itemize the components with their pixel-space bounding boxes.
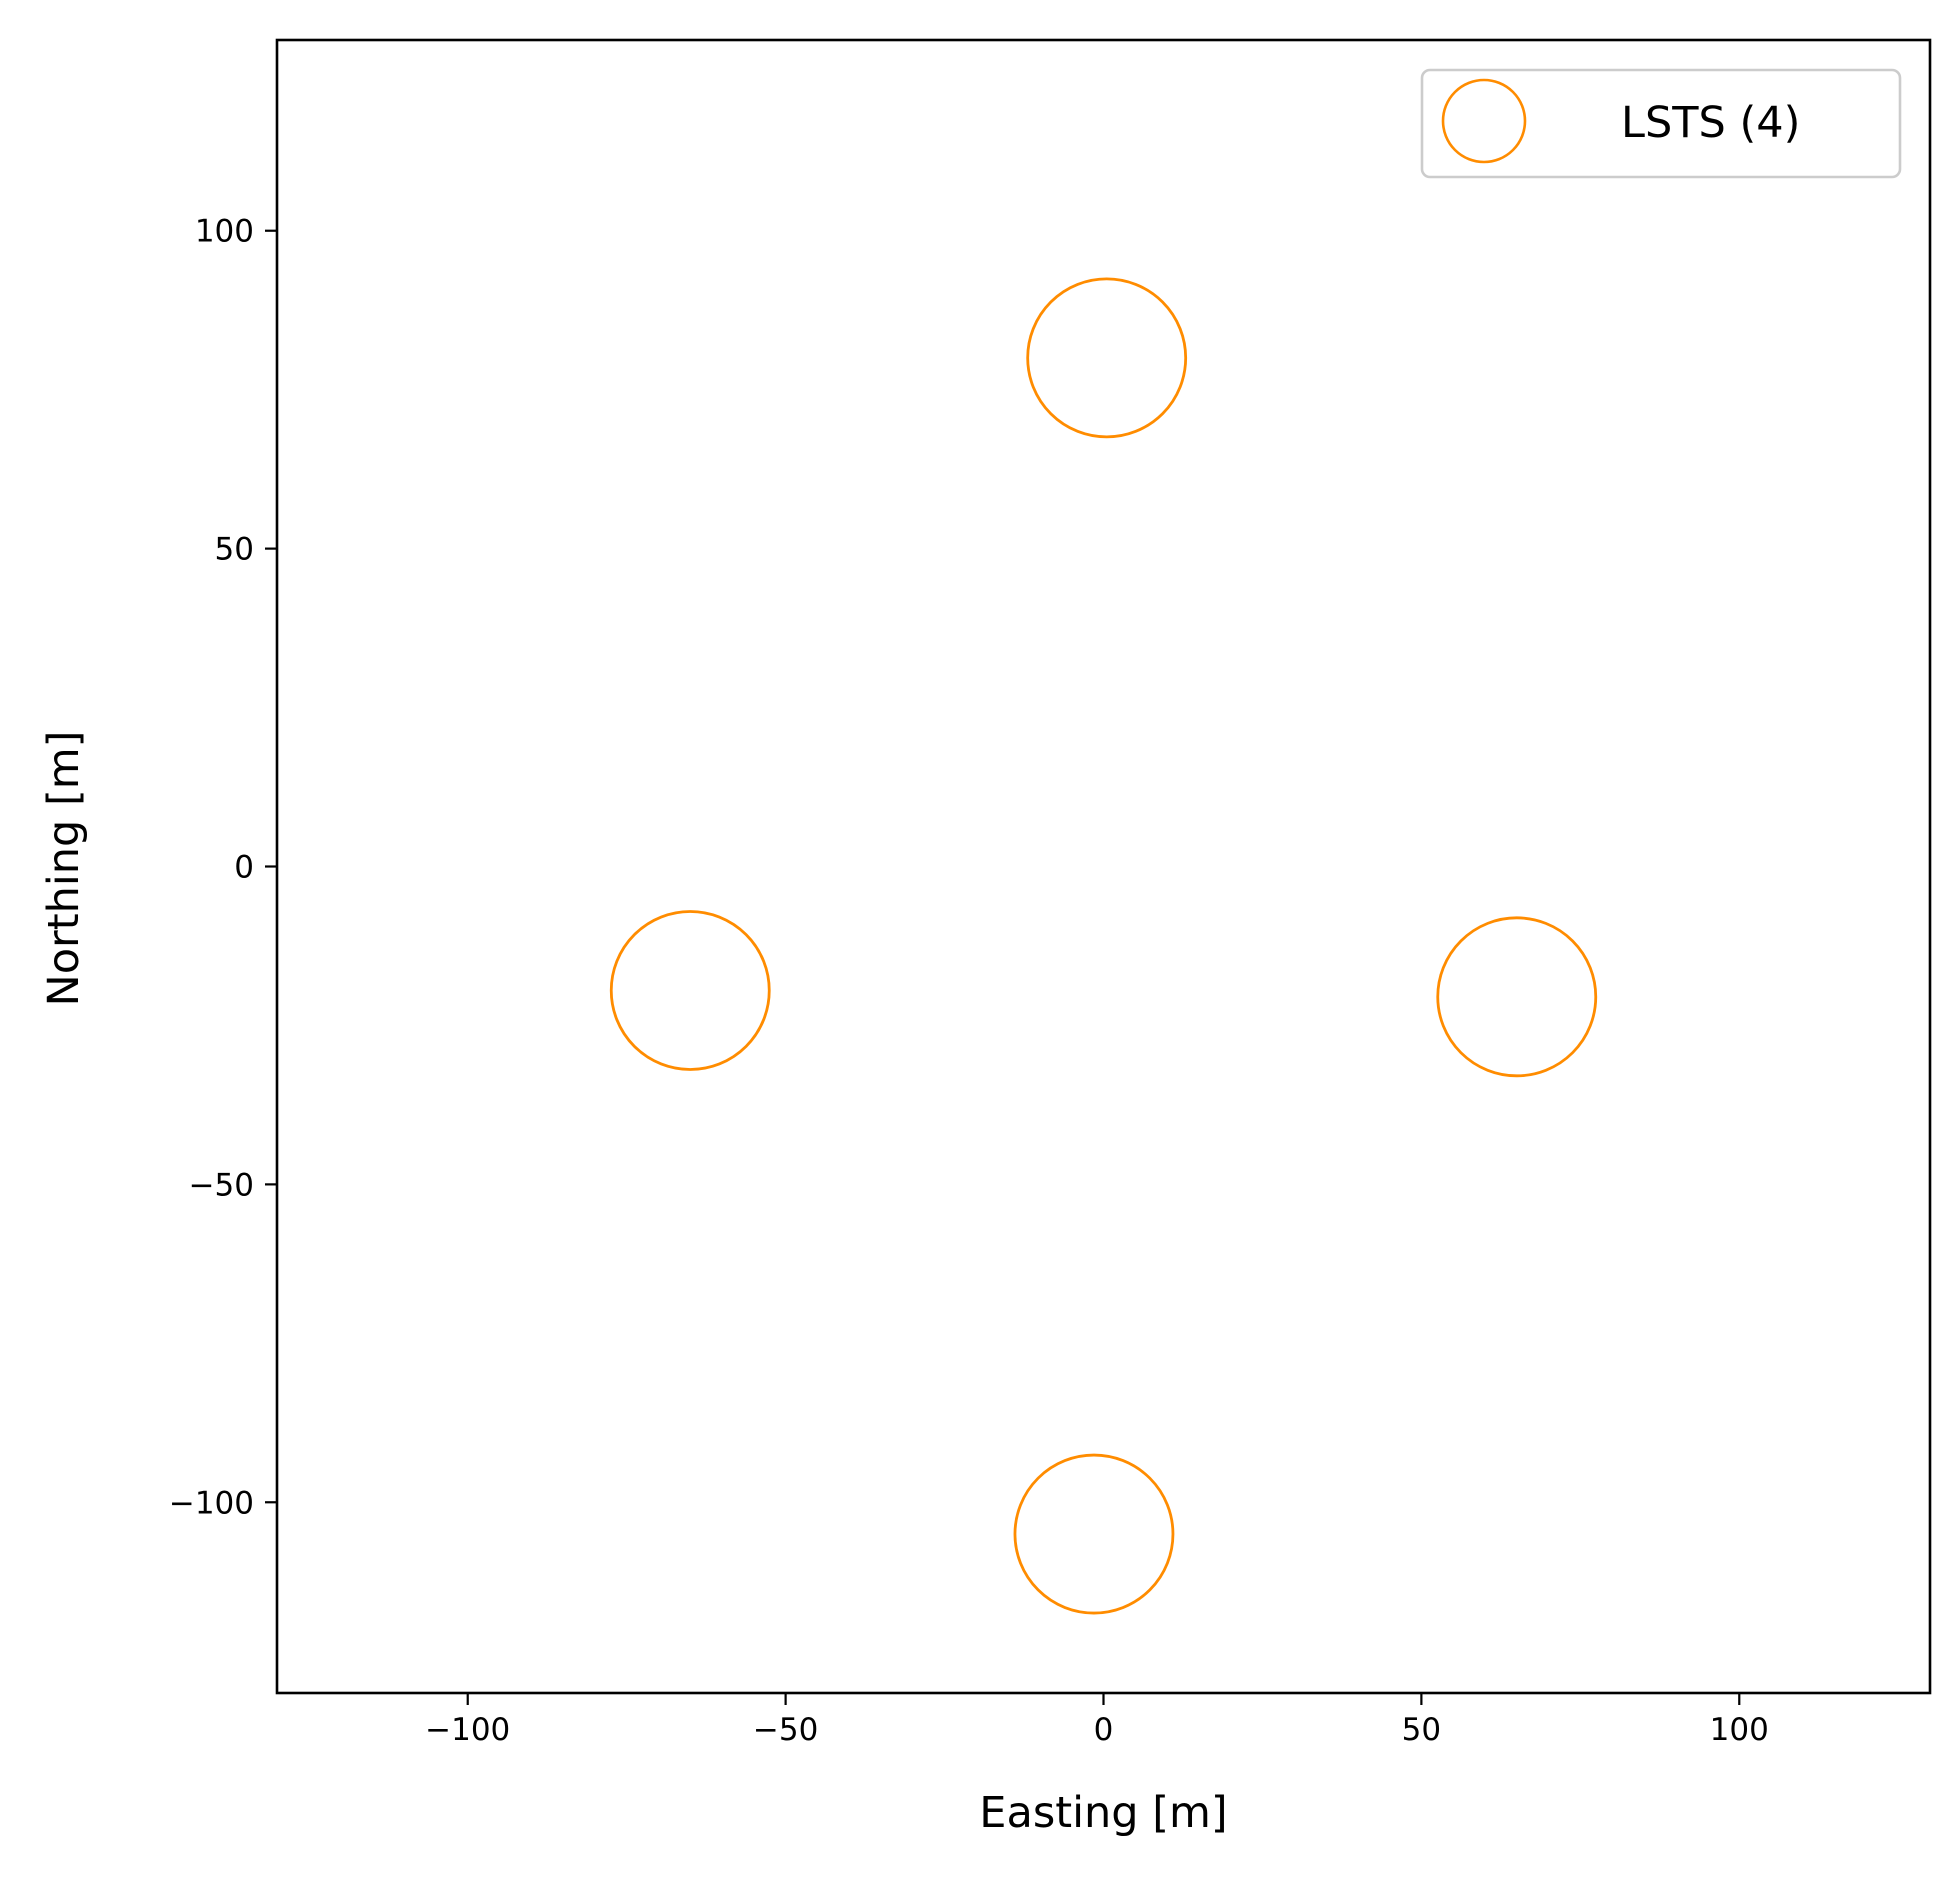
x-axis-title: Easting [m] — [979, 1788, 1227, 1838]
y-tick-label: 50 — [215, 532, 254, 568]
y-tick-label: −100 — [169, 1485, 254, 1521]
x-tick-label: −100 — [425, 1712, 510, 1748]
y-tick-label: 0 — [234, 850, 254, 886]
x-tick-label: 50 — [1402, 1712, 1441, 1748]
legend-marker-lsts — [1441, 78, 1527, 164]
data-point-marker — [1436, 916, 1598, 1078]
y-axis-title: Northing [m] — [39, 731, 89, 1007]
plot-area — [609, 277, 1598, 1615]
legend: LSTS (4) — [1420, 68, 1902, 179]
x-tick-label: −50 — [753, 1712, 818, 1748]
legend-label-lsts: LSTS (4) — [1621, 98, 1800, 148]
x-axis: −100 −50 0 50 100 — [425, 1693, 1769, 1748]
y-tick-label: 100 — [195, 214, 254, 250]
x-tick-label: 100 — [1710, 1712, 1769, 1748]
y-tick-label: −50 — [189, 1167, 254, 1203]
y-axis: −100 −50 0 50 100 — [169, 214, 277, 1521]
data-point-marker — [1026, 277, 1188, 439]
data-point-marker — [609, 910, 771, 1071]
x-tick-label: 0 — [1094, 1712, 1114, 1748]
legend-box — [1420, 68, 1902, 179]
data-point-marker — [1013, 1453, 1175, 1615]
